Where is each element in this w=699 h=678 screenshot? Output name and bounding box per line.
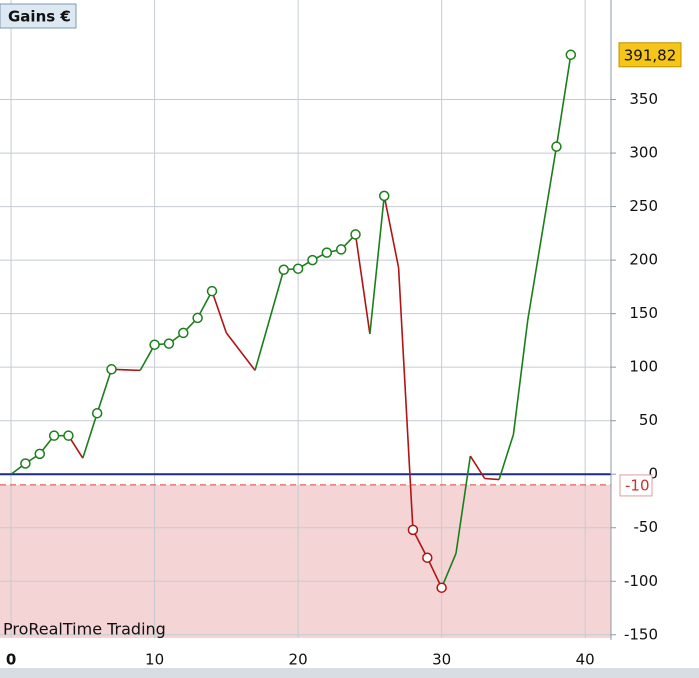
line-segment xyxy=(526,146,558,321)
chart-title: Gains € xyxy=(8,8,71,26)
title-box xyxy=(0,3,77,29)
x-tick-label: 20 xyxy=(289,651,308,669)
point-marker xyxy=(48,430,60,441)
line-segment xyxy=(211,290,228,334)
plot-area xyxy=(0,0,611,638)
line-segment xyxy=(397,267,414,530)
line-segment xyxy=(369,195,386,335)
point-marker xyxy=(149,339,160,350)
line-segment xyxy=(96,369,113,414)
y-tick-label: 0 xyxy=(648,465,658,483)
point-marker xyxy=(378,190,390,202)
point-marker xyxy=(307,254,318,266)
point-marker xyxy=(335,244,347,255)
y-tick-label: 100 xyxy=(629,358,658,376)
line-segment xyxy=(469,455,486,479)
point-marker xyxy=(206,285,218,297)
point-marker xyxy=(34,448,46,460)
line-segment xyxy=(512,319,529,435)
x-tick-label: 30 xyxy=(432,651,451,669)
y-tick-label: 350 xyxy=(629,90,658,108)
line-segment xyxy=(254,269,285,371)
point-marker xyxy=(422,552,433,563)
line-segment xyxy=(484,477,500,481)
point-marker xyxy=(163,338,175,349)
bottom-strip xyxy=(0,668,699,678)
point-marker xyxy=(192,312,203,324)
line-segment xyxy=(498,434,515,480)
last-value-label: 391,82 xyxy=(624,46,677,64)
last-value-box xyxy=(618,42,682,68)
y-tick-label: -50 xyxy=(634,518,659,536)
point-marker xyxy=(63,430,74,441)
y-tick-label: -150 xyxy=(624,625,658,643)
point-marker xyxy=(321,247,333,258)
y-tick-label: 150 xyxy=(629,304,658,322)
point-marker xyxy=(20,458,31,469)
y-tick-label: 250 xyxy=(629,197,658,215)
line-segment xyxy=(82,412,98,459)
x-tick-label: 40 xyxy=(576,651,595,669)
point-marker xyxy=(436,582,447,593)
line-segment xyxy=(225,332,256,371)
line-segment xyxy=(383,195,400,268)
y-tick-label: 200 xyxy=(629,251,658,269)
point-marker xyxy=(178,327,189,339)
threshold-label: -10 xyxy=(625,476,650,494)
point-marker xyxy=(91,407,103,419)
point-marker xyxy=(106,364,117,375)
y-tick-label: 300 xyxy=(629,144,658,162)
line-segment xyxy=(455,455,472,554)
line-segment xyxy=(555,54,572,147)
y-tick-label: 50 xyxy=(639,411,658,429)
watermark: ProRealTime Trading xyxy=(3,620,166,639)
threshold-label-box xyxy=(619,474,653,497)
x-tick-label: 0 xyxy=(6,651,16,669)
line-segment xyxy=(354,234,371,335)
point-marker xyxy=(350,229,361,240)
point-marker xyxy=(278,264,290,276)
line-segment xyxy=(440,553,457,588)
point-marker xyxy=(292,263,304,274)
line-segment xyxy=(426,557,443,589)
x-tick-label: 10 xyxy=(145,651,164,669)
point-marker xyxy=(551,141,562,152)
loss-zone xyxy=(0,484,611,638)
point-marker xyxy=(565,49,577,61)
point-marker xyxy=(407,524,419,536)
y-tick-label: -100 xyxy=(624,572,658,590)
